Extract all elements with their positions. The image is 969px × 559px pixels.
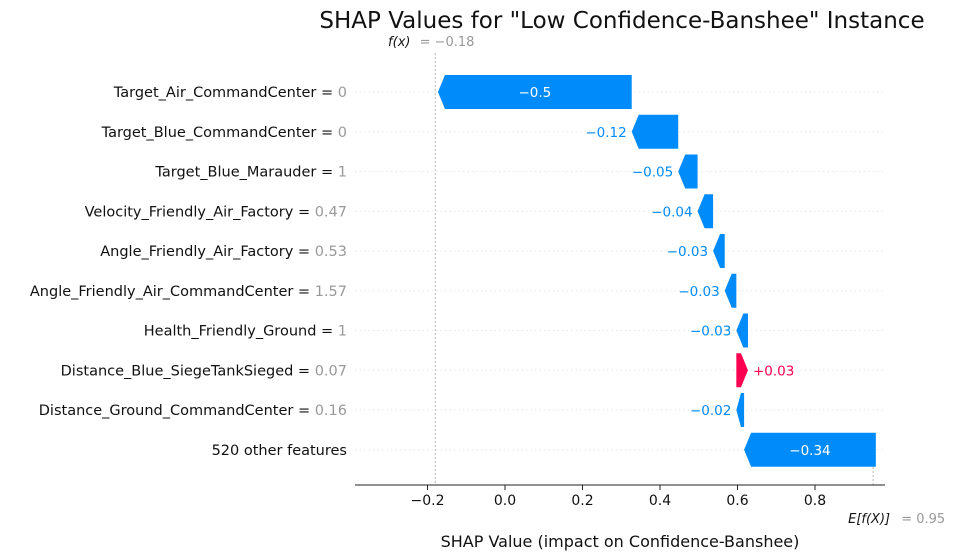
feature-value: 1	[338, 324, 347, 340]
feature-value: 0	[338, 125, 347, 141]
bar-2	[678, 154, 698, 189]
bar-value-label: −0.05	[632, 165, 673, 181]
bar-5	[724, 273, 737, 308]
x-tick-label: −0.2	[411, 493, 445, 509]
feature-label: Target_Blue_Marauder = 1	[154, 165, 347, 181]
bar-value-label: −0.12	[585, 125, 626, 141]
feature-labels: Target_Air_CommandCenter = 0Target_Blue_…	[30, 85, 347, 459]
x-tick-label: 0.8	[804, 493, 826, 509]
bar-value-label: −0.03	[690, 324, 731, 340]
bar-value-label: −0.03	[667, 244, 708, 260]
bar-1	[631, 114, 679, 149]
bar-value-label: +0.03	[753, 363, 794, 379]
bar-4	[713, 234, 725, 268]
bar-3	[697, 194, 714, 229]
bar-0	[437, 75, 632, 109]
feature-name: Target_Blue_Marauder =	[154, 165, 337, 181]
feature-name: Distance_Ground_CommandCenter =	[39, 403, 315, 419]
bar-value-label: −0.03	[678, 284, 719, 300]
bar-9	[744, 432, 876, 467]
annotations: f(x) = −0.18 E[f(X)] = 0.95	[388, 31, 945, 527]
feature-value: 0.47	[315, 204, 347, 220]
feature-label: Velocity_Friendly_Air_Factory = 0.47	[85, 204, 347, 220]
feature-label: Distance_Ground_CommandCenter = 0.16	[39, 403, 347, 419]
x-tick-label: 0.6	[726, 493, 748, 509]
x-axis: −0.2 0.0 0.2 0.4 0.6 0.8	[355, 484, 885, 509]
x-tick-label: 0.0	[494, 493, 516, 509]
feature-value: 0	[338, 85, 347, 101]
efx-value: = 0.95	[901, 512, 945, 527]
feature-label: Target_Air_CommandCenter = 0	[113, 85, 347, 101]
feature-label: Target_Blue_CommandCenter = 0	[101, 125, 347, 141]
feature-label: Distance_Blue_SiegeTankSieged = 0.07	[61, 363, 347, 379]
chart-title: SHAP Values for "Low Confidence-Banshee"…	[319, 8, 924, 34]
feature-name: Target_Air_CommandCenter =	[113, 85, 338, 101]
fx-value: = −0.18	[420, 35, 475, 50]
bars-group: −0.5 −0.12 −0.05 −0.04 −0.03 −0.03 −0.03 +0.03 −…	[437, 75, 876, 467]
bar-value-label: −0.04	[651, 204, 692, 220]
feature-label: Angle_Friendly_Air_Factory = 0.53	[100, 244, 347, 260]
feature-name: Target_Blue_CommandCenter =	[101, 125, 338, 141]
bar-6	[736, 313, 748, 348]
feature-value: 1	[338, 165, 347, 181]
efx-label: E[f(X)]	[848, 512, 890, 527]
feature-name: Angle_Friendly_Air_CommandCenter =	[30, 284, 315, 300]
feature-value: 1.57	[315, 284, 347, 300]
bar-value-label: −0.5	[518, 85, 551, 101]
x-axis-label: SHAP Value (impact on Confidence-Banshee…	[441, 532, 800, 551]
bar-value-label: −0.34	[789, 443, 830, 459]
feature-name: 520 other features	[212, 443, 347, 459]
feature-name: Distance_Blue_SiegeTankSieged =	[61, 363, 315, 379]
x-tick-label: 0.4	[649, 493, 671, 509]
bar-value-label: −0.02	[690, 403, 731, 419]
bar-7	[736, 353, 748, 388]
x-tick-label: 0.2	[571, 493, 593, 509]
feature-value: 0.53	[315, 244, 347, 260]
feature-label: Health_Friendly_Ground = 1	[144, 324, 347, 340]
efx-annotation: E[f(X)] = 0.95	[848, 508, 945, 527]
grid-lines	[355, 53, 885, 485]
feature-value: 0.07	[315, 363, 347, 379]
feature-name: Velocity_Friendly_Air_Factory =	[85, 204, 315, 220]
feature-name: Health_Friendly_Ground =	[144, 324, 338, 340]
bar-8	[736, 393, 745, 427]
feature-label: 520 other features	[212, 443, 347, 459]
fx-label: f(x)	[388, 35, 410, 50]
feature-value: 0.16	[315, 403, 347, 419]
feature-label: Angle_Friendly_Air_CommandCenter = 1.57	[30, 284, 347, 300]
feature-name: Angle_Friendly_Air_Factory =	[100, 244, 314, 260]
fx-annotation: f(x) = −0.18	[388, 31, 474, 50]
